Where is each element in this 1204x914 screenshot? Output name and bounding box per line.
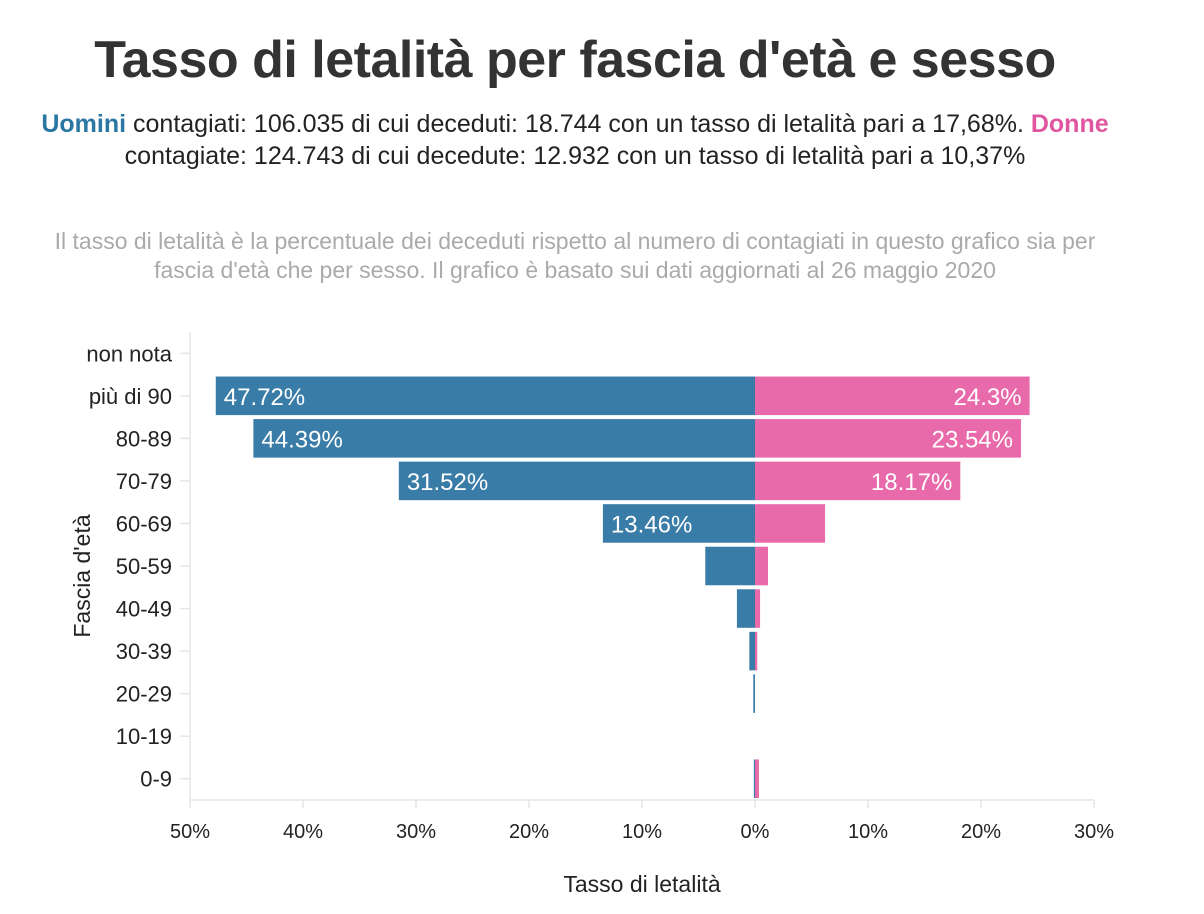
x-tick-label: 20% xyxy=(509,821,549,843)
x-axis-title: Tasso di letalità xyxy=(563,871,720,897)
x-tick-label: 30% xyxy=(396,821,436,843)
x-tick-label: 0% xyxy=(741,821,770,843)
bar-label-men: 47.72% xyxy=(224,384,305,411)
bar-women xyxy=(755,589,761,628)
bars xyxy=(215,376,1030,798)
y-tick-label: 10-19 xyxy=(116,724,172,749)
bar-men xyxy=(753,759,756,798)
pyramid-chart: 50% 40% 30% 20% 10% 0% 10% 20% 30% non nota più di… xyxy=(69,332,1114,897)
bar-women xyxy=(755,631,758,671)
bar-men xyxy=(749,631,755,671)
chart-title: Tasso di letalità per fascia d'età e ses… xyxy=(94,31,1056,89)
x-tick-label: 40% xyxy=(283,821,323,843)
y-tick-label: 60-69 xyxy=(116,511,172,536)
bar-women xyxy=(755,376,1030,416)
x-tick-label: 10% xyxy=(848,821,888,843)
bar-label-women: 23.54% xyxy=(932,426,1013,453)
y-tick-label: 80-89 xyxy=(116,426,172,451)
men-legend-word: Uomini xyxy=(41,110,127,138)
x-tick-label: 20% xyxy=(961,821,1001,843)
axes xyxy=(180,332,1095,808)
men-summary: contagiati: 106.035 di cui deceduti: 18.… xyxy=(126,110,1031,138)
y-tick-label: 30-39 xyxy=(116,639,172,664)
labels: 50% 40% 30% 20% 10% 0% 10% 20% 30% non nota più di… xyxy=(86,341,1114,843)
bar-women xyxy=(755,461,961,501)
y-tick-label: 20-29 xyxy=(116,682,172,707)
bar-label-men: 31.52% xyxy=(407,469,488,496)
bar-men xyxy=(398,461,755,501)
bar-men xyxy=(215,376,755,416)
y-tick-label: 0-9 xyxy=(140,767,172,792)
bar-men xyxy=(753,674,755,713)
bar-label-women: 18.17% xyxy=(871,469,952,496)
y-tick-label: 70-79 xyxy=(116,469,172,494)
bar-women xyxy=(755,419,1022,458)
y-tick-label: 40-49 xyxy=(116,597,172,622)
bar-men xyxy=(736,589,755,628)
women-summary: contagiate: 124.743 di cui decedute: 12.… xyxy=(124,142,1026,170)
bar-men xyxy=(602,504,755,543)
y-axis-title: Fascia d'età xyxy=(69,514,95,637)
y-tick-label: 50-59 xyxy=(116,554,172,579)
x-tick-label: 10% xyxy=(622,821,662,843)
x-tick-label: 30% xyxy=(1074,821,1114,843)
chart-note: Il tasso di letalità è la percentuale de… xyxy=(54,228,1096,283)
y-tick-label: non nota xyxy=(86,341,172,366)
chart-subtitle: Uomini contagiati: 106.035 di cui decedu… xyxy=(40,108,1110,172)
bar-label-men: 13.46% xyxy=(611,511,692,538)
women-legend-word: Donne xyxy=(1030,110,1109,138)
bar-women xyxy=(755,759,759,798)
bar-label-women: 24.3% xyxy=(954,384,1022,411)
x-tick-label: 50% xyxy=(170,821,210,843)
y-tick-label: più di 90 xyxy=(89,384,172,409)
bar-label-men: 44.39% xyxy=(261,426,342,453)
bar-women xyxy=(755,504,826,543)
bar-men xyxy=(705,546,755,586)
bar-women xyxy=(755,546,768,586)
bar-men xyxy=(253,419,755,458)
